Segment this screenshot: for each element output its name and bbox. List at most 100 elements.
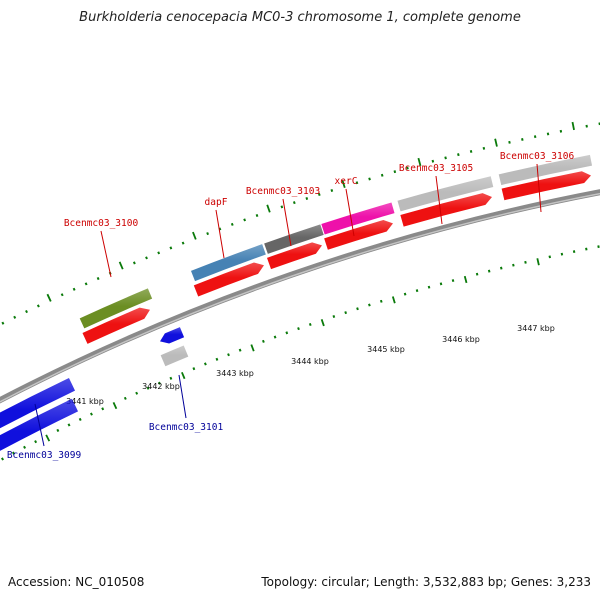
kbp-tick-label: 3443 kbp: [216, 369, 254, 378]
cds-arrow: [266, 242, 322, 270]
topology-summary: Topology: circular; Length: 3,532,883 bp…: [261, 575, 591, 589]
kbp-tick-label: 3444 kbp: [291, 357, 329, 366]
kbp-tick-label: 3441 kbp: [66, 397, 104, 406]
major-tick: [181, 371, 186, 380]
minor-tick: [330, 188, 334, 192]
minor-tick: [280, 205, 284, 209]
gene-labels: Bcenmc03_3099 Bcenmc03_3100 Bcenmc03_3101 d…: [7, 151, 575, 461]
minor-tick: [403, 292, 407, 296]
cds-arrow: [193, 262, 264, 297]
kbp-tick-label: 3446 kbp: [442, 335, 480, 344]
gene-label: Bcenmc03_3099: [7, 450, 82, 461]
minor-tick: [548, 255, 552, 259]
label-leader-line: [282, 198, 292, 247]
minor-tick: [67, 423, 71, 427]
minor-tick: [524, 260, 527, 264]
minor-tick: [192, 367, 196, 371]
minor-tick: [444, 156, 447, 160]
label-leader-line: [435, 175, 443, 225]
tick-marks: [1, 121, 600, 461]
minor-tick: [255, 213, 259, 218]
minor-tick: [60, 293, 64, 297]
minor-tick: [227, 353, 230, 357]
minor-tick: [560, 252, 564, 256]
minor-tick: [457, 153, 460, 157]
minor-tick: [572, 250, 576, 254]
chromosome-backbone-highlight: [0, 192, 600, 403]
minor-tick: [90, 412, 93, 416]
gene-bar: [321, 202, 395, 235]
minor-tick: [135, 391, 139, 395]
minor-tick: [243, 218, 246, 222]
gene-label: Bcenmc03_3101: [149, 422, 224, 433]
minor-tick: [56, 428, 60, 433]
minor-tick: [230, 222, 234, 226]
minor-tick: [380, 173, 384, 177]
minor-tick: [23, 445, 27, 449]
kbp-tick-label: 3445 kbp: [367, 345, 405, 354]
minor-tick: [96, 276, 100, 281]
minor-tick: [344, 311, 348, 315]
minor-tick: [406, 166, 409, 170]
minor-tick: [1, 321, 5, 325]
major-tick: [417, 157, 422, 167]
minor-tick: [146, 386, 150, 390]
minor-tick: [157, 251, 161, 255]
minor-tick: [1, 457, 4, 461]
gene-bar-reverse: [0, 378, 76, 429]
minor-tick: [169, 246, 173, 250]
major-tick: [463, 275, 468, 284]
label-leader-line: [536, 163, 542, 213]
map-title: Burkholderia cenocepacia MC0-3 chromosom…: [79, 10, 521, 25]
label-leader-line: [34, 403, 45, 447]
minor-tick: [238, 348, 242, 352]
minor-tick: [203, 362, 207, 366]
major-tick: [46, 293, 52, 302]
minor-tick: [218, 227, 222, 231]
minor-tick: [512, 263, 515, 267]
minor-tick: [482, 146, 486, 150]
major-tick: [112, 402, 118, 410]
major-tick: [494, 138, 498, 147]
gene-label: Bcenmc03_3105: [399, 163, 473, 174]
minor-tick: [439, 282, 443, 286]
minor-tick: [262, 339, 265, 343]
major-tick: [320, 319, 325, 327]
minor-tick: [368, 177, 371, 181]
minor-tick: [215, 357, 219, 361]
major-tick: [341, 179, 346, 189]
label-leader-line: [345, 188, 355, 237]
minor-tick: [13, 315, 17, 319]
minor-tick: [368, 303, 371, 307]
minor-tick: [273, 335, 277, 339]
minor-tick: [292, 201, 296, 205]
gene-label: Bcenmc03_3103: [246, 186, 320, 197]
cds-arrow: [82, 307, 150, 344]
label-leader-line: [100, 230, 112, 278]
minor-tick: [356, 307, 359, 311]
minor-tick: [499, 266, 503, 270]
minor-tick: [415, 289, 419, 293]
minor-tick: [546, 132, 550, 136]
gene-label: Bcenmc03_3106: [500, 151, 575, 162]
major-tick: [391, 296, 396, 304]
major-tick: [266, 204, 271, 213]
label-leader-line: [215, 209, 225, 259]
minor-tick: [379, 299, 383, 303]
minor-tick: [181, 241, 185, 245]
minor-tick: [508, 140, 511, 144]
gene-bar: [79, 288, 153, 329]
minor-tick: [469, 150, 473, 153]
minor-tick: [206, 232, 210, 236]
minor-tick: [12, 451, 15, 455]
minor-tick: [132, 261, 136, 265]
major-tick: [571, 121, 575, 131]
minor-tick: [427, 285, 431, 289]
minor-tick: [78, 417, 82, 422]
minor-tick: [317, 192, 321, 196]
minor-tick: [431, 159, 435, 163]
gene-bar: [498, 154, 593, 186]
gene-label: dapF: [205, 197, 228, 208]
